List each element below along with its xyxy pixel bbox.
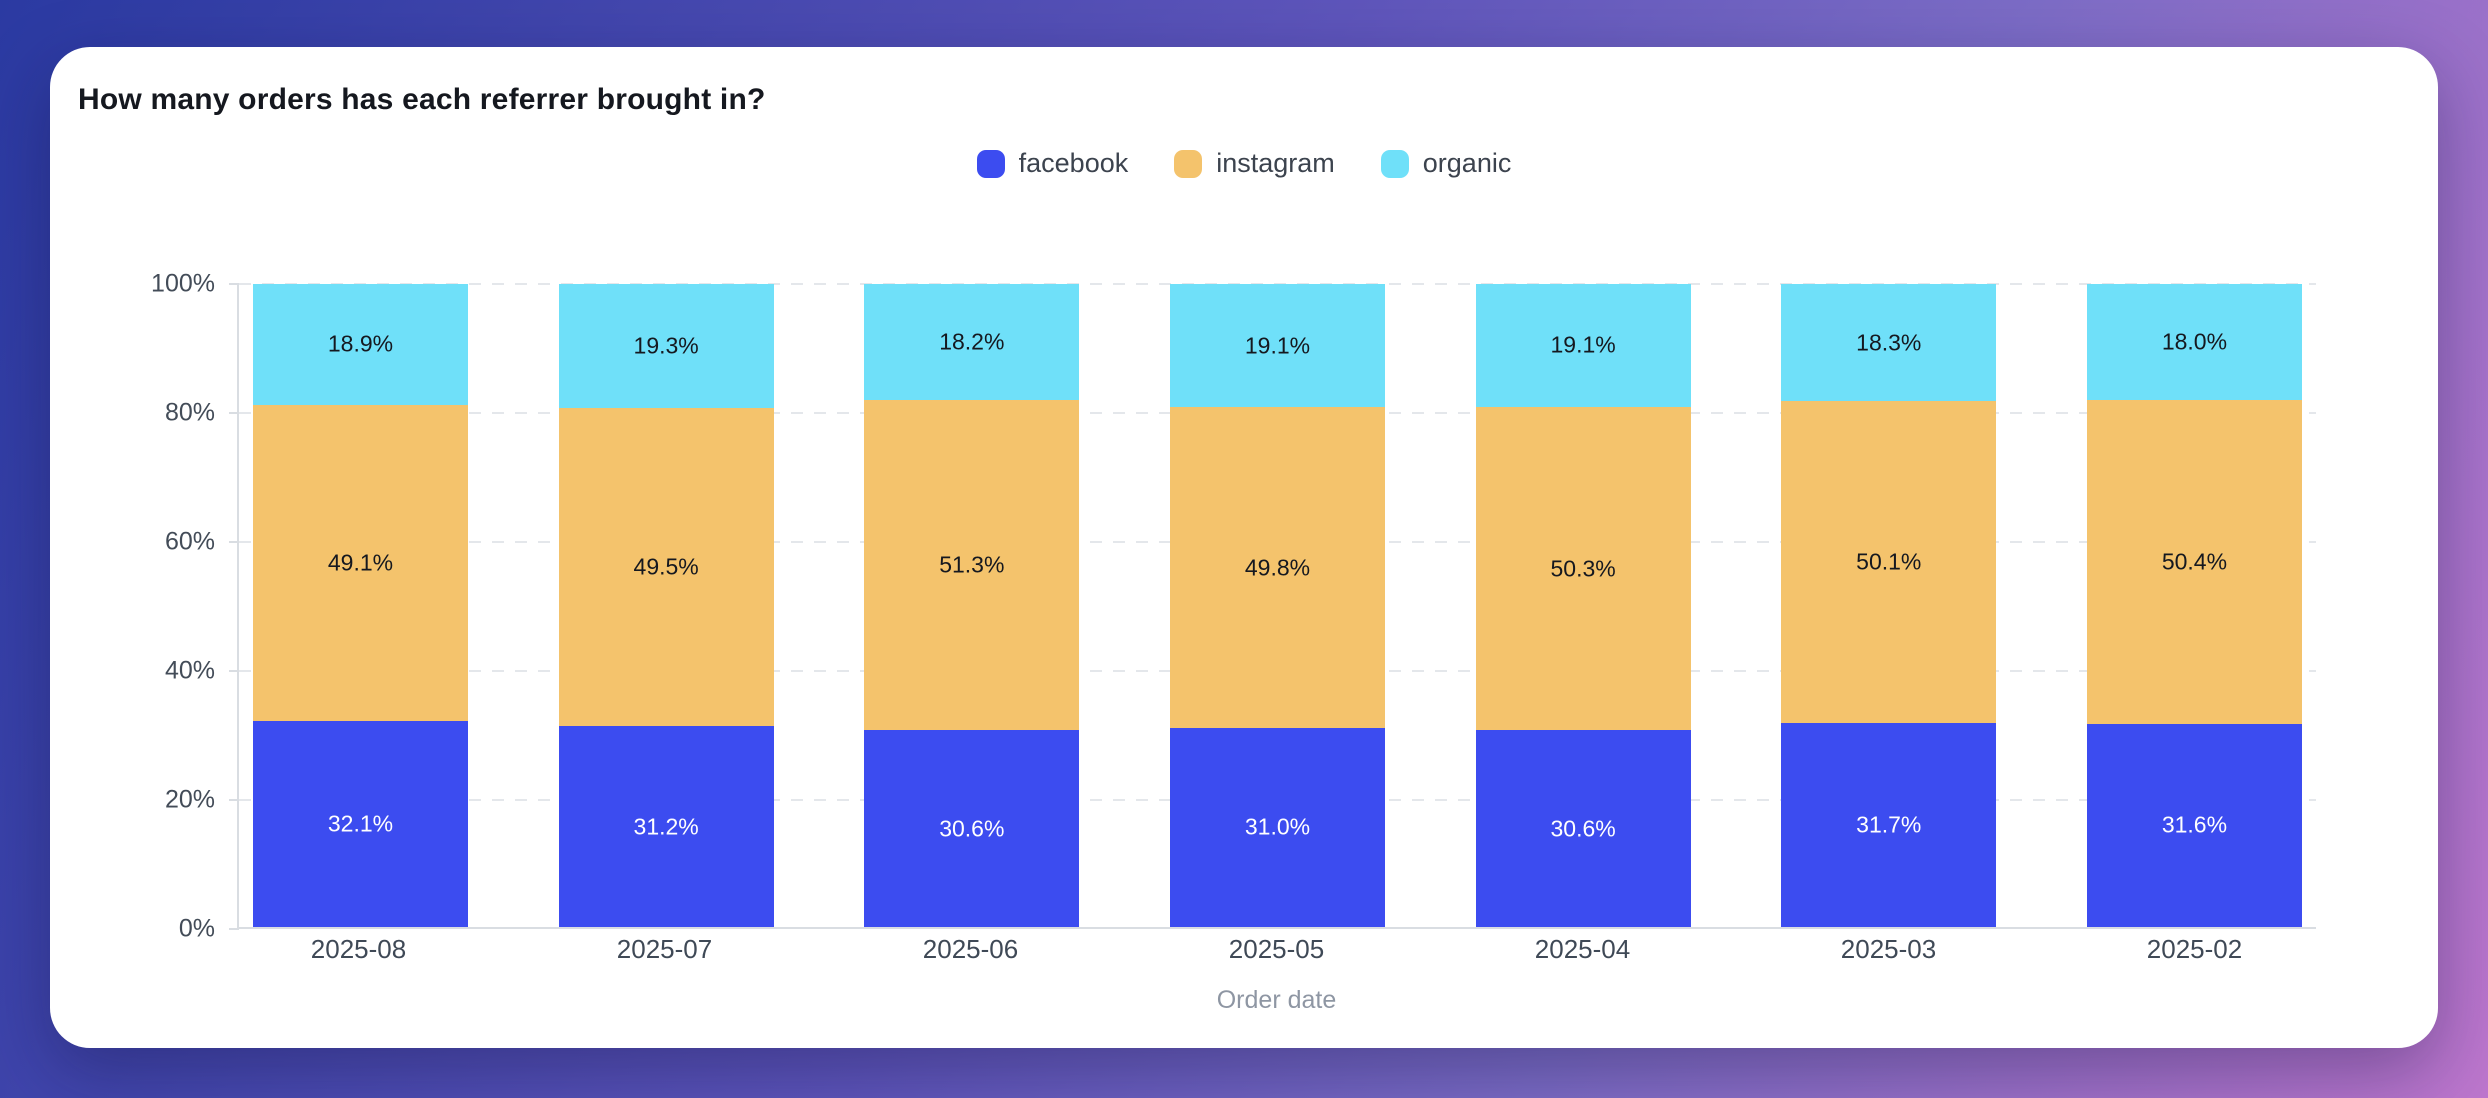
bar-value-label: 18.0% (2161, 328, 2228, 355)
y-tick-mark-60 (229, 541, 239, 543)
y-tick-label-20: 20% (164, 785, 215, 814)
bar-segment-facebook-2025-07[interactable]: 31.2% (558, 726, 774, 927)
bar-segment-organic-2025-05[interactable]: 19.1% (1169, 284, 1385, 408)
y-tick-label-40: 40% (164, 656, 215, 685)
bar-value-label: 19.1% (1550, 331, 1616, 358)
bar-value-label: 19.1% (1244, 332, 1311, 359)
x-axis-labels: 2025-08 2025-07 2025-06 2025-05 2025-04 2025-… (237, 934, 2316, 965)
bar-2025-05[interactable]: 31.0% 49.8% 19.1% (1169, 284, 1385, 927)
bar-value-label: 49.5% (633, 553, 699, 580)
x-tick-label-2025-08: 2025-08 (310, 934, 407, 964)
legend-swatch-instagram (1174, 149, 1203, 178)
bar-segment-facebook-2025-05[interactable]: 31.0% (1169, 727, 1385, 927)
plot-area: 0% 20% 40% 60% 80% 100% 32.1% 49.1% 18.9% 31.2% 4… (151, 270, 2316, 943)
legend-swatch-facebook (976, 149, 1005, 178)
x-tick-label-2025-06: 2025-06 (922, 934, 1019, 964)
y-tick-mark-80 (229, 412, 239, 414)
bar-value-label: 31.0% (1244, 813, 1311, 840)
bar-value-label: 31.7% (1856, 811, 1922, 838)
bar-value-label: 18.2% (939, 328, 1005, 355)
legend-label: instagram (1216, 148, 1335, 178)
y-tick-label-80: 80% (164, 398, 215, 427)
bar-segment-instagram-2025-06[interactable]: 51.3% (864, 400, 1080, 731)
bar-value-label: 31.2% (633, 813, 699, 840)
bar-2025-07[interactable]: 31.2% 49.5% 19.3% (558, 284, 774, 927)
bar-segment-instagram-2025-05[interactable]: 49.8% (1169, 407, 1385, 728)
bar-value-label: 50.4% (2161, 548, 2228, 575)
bar-2025-08[interactable]: 32.1% 49.1% 18.9% (253, 284, 468, 927)
bar-segment-organic-2025-03[interactable]: 18.3% (1781, 284, 1997, 402)
legend-item-facebook[interactable]: facebook (976, 148, 1129, 179)
y-tick-label-0: 0% (178, 914, 215, 943)
bar-value-label: 49.1% (327, 549, 394, 576)
bar-segment-organic-2025-06[interactable]: 18.2% (864, 284, 1080, 401)
bar-segment-instagram-2025-03[interactable]: 50.1% (1781, 401, 1997, 724)
bar-segment-facebook-2025-02[interactable]: 31.6% (2086, 723, 2302, 927)
x-tick-label-2025-03: 2025-03 (1840, 934, 1937, 964)
bar-2025-02[interactable]: 31.6% 50.4% 18.0% (2086, 284, 2302, 927)
bar-2025-06[interactable]: 30.6% 51.3% 18.2% (864, 284, 1080, 927)
bar-segment-facebook-2025-03[interactable]: 31.7% (1781, 723, 1997, 927)
bar-value-label: 49.8% (1244, 554, 1311, 581)
bar-segment-facebook-2025-08[interactable]: 32.1% (253, 720, 468, 927)
bar-2025-03[interactable]: 31.7% 50.1% 18.3% (1781, 284, 1997, 927)
chart-card: How many orders has each referrer brough… (50, 47, 2438, 1048)
bar-segment-organic-2025-04[interactable]: 19.1% (1475, 284, 1691, 407)
y-tick-mark-0 (229, 928, 239, 930)
bar-value-label: 30.6% (939, 815, 1005, 842)
bar-value-label: 51.3% (939, 551, 1005, 578)
bar-value-label: 31.6% (2161, 811, 2228, 838)
legend: facebook instagram organic (50, 148, 2438, 179)
bar-value-label: 19.3% (633, 332, 699, 359)
chart-title: How many orders has each referrer brough… (78, 83, 766, 116)
bar-segment-organic-2025-08[interactable]: 18.9% (253, 284, 468, 405)
y-tick-mark-40 (229, 670, 239, 672)
x-tick-label-2025-07: 2025-07 (616, 934, 713, 964)
y-tick-mark-20 (229, 799, 239, 801)
y-tick-label-100: 100% (151, 269, 215, 298)
bar-value-label: 18.9% (327, 330, 394, 357)
x-tick-label-2025-05: 2025-05 (1228, 934, 1325, 964)
legend-item-instagram[interactable]: instagram (1174, 148, 1335, 179)
legend-label: facebook (1018, 148, 1129, 178)
bar-value-label: 50.1% (1856, 548, 1922, 575)
y-tick-mark-100 (229, 283, 239, 285)
bars-container: 32.1% 49.1% 18.9% 31.2% 49.5% 19.3% 30.6% 51.3%… (239, 284, 2316, 927)
bar-value-label: 30.6% (1550, 815, 1616, 842)
x-axis-title: Order date (1216, 986, 1337, 1014)
bar-segment-instagram-2025-04[interactable]: 50.3% (1475, 406, 1691, 731)
legend-item-organic[interactable]: organic (1380, 148, 1512, 179)
y-tick-label-60: 60% (164, 527, 215, 556)
bar-value-label: 32.1% (327, 810, 394, 837)
bar-segment-instagram-2025-02[interactable]: 50.4% (2086, 399, 2302, 724)
bar-value-label: 18.3% (1856, 329, 1922, 355)
bar-segment-facebook-2025-04[interactable]: 30.6% (1475, 730, 1691, 927)
bar-segment-organic-2025-02[interactable]: 18.0% (2086, 284, 2302, 400)
bar-2025-04[interactable]: 30.6% 50.3% 19.1% (1475, 284, 1691, 927)
bar-value-label: 50.3% (1550, 555, 1616, 582)
bar-segment-organic-2025-07[interactable]: 19.3% (558, 284, 774, 409)
legend-label: organic (1422, 148, 1512, 178)
x-tick-label-2025-02: 2025-02 (2146, 934, 2243, 964)
bar-segment-instagram-2025-07[interactable]: 49.5% (558, 408, 774, 727)
legend-swatch-organic (1380, 149, 1409, 178)
bar-segment-facebook-2025-06[interactable]: 30.6% (864, 730, 1080, 927)
bar-segment-instagram-2025-08[interactable]: 49.1% (253, 404, 468, 721)
x-tick-label-2025-04: 2025-04 (1534, 934, 1631, 964)
